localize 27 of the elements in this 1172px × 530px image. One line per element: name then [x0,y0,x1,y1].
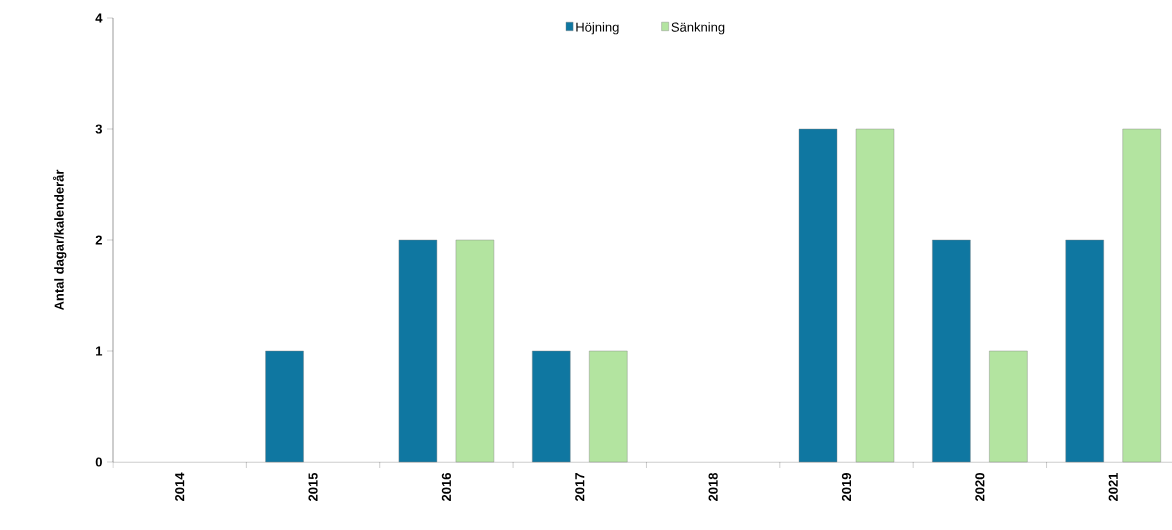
bar [398,239,438,463]
x-tick-label: 2014 [175,472,185,501]
x-tick-label: 2015 [308,472,318,501]
bar [855,128,895,463]
y-axis-title: Antal dagar/kalenderår [52,169,67,311]
x-tick-label: 2017 [575,473,585,501]
bar [589,350,628,463]
y-tick-label: 3 [95,124,102,134]
bar [532,350,571,463]
legend-label: Höjning [576,22,619,35]
x-tick-label: 2020 [975,473,985,501]
x-tick-label: 2018 [708,472,718,501]
y-tick-label: 2 [95,235,102,245]
legend-label: Sänkning [671,22,725,35]
bar [455,239,495,463]
x-tick-label: 2016 [441,473,452,501]
y-tick-label: 1 [96,346,103,356]
x-tick-label: 2019 [841,473,852,501]
y-tick-label: 4 [95,13,103,23]
bar [1122,128,1161,463]
bar [932,239,971,463]
bar [798,128,838,463]
bar [1065,239,1104,463]
bar [989,350,1028,463]
y-tick-label: 0 [95,457,102,467]
x-tick-label: 2021 [1108,472,1118,501]
bar [265,350,304,463]
